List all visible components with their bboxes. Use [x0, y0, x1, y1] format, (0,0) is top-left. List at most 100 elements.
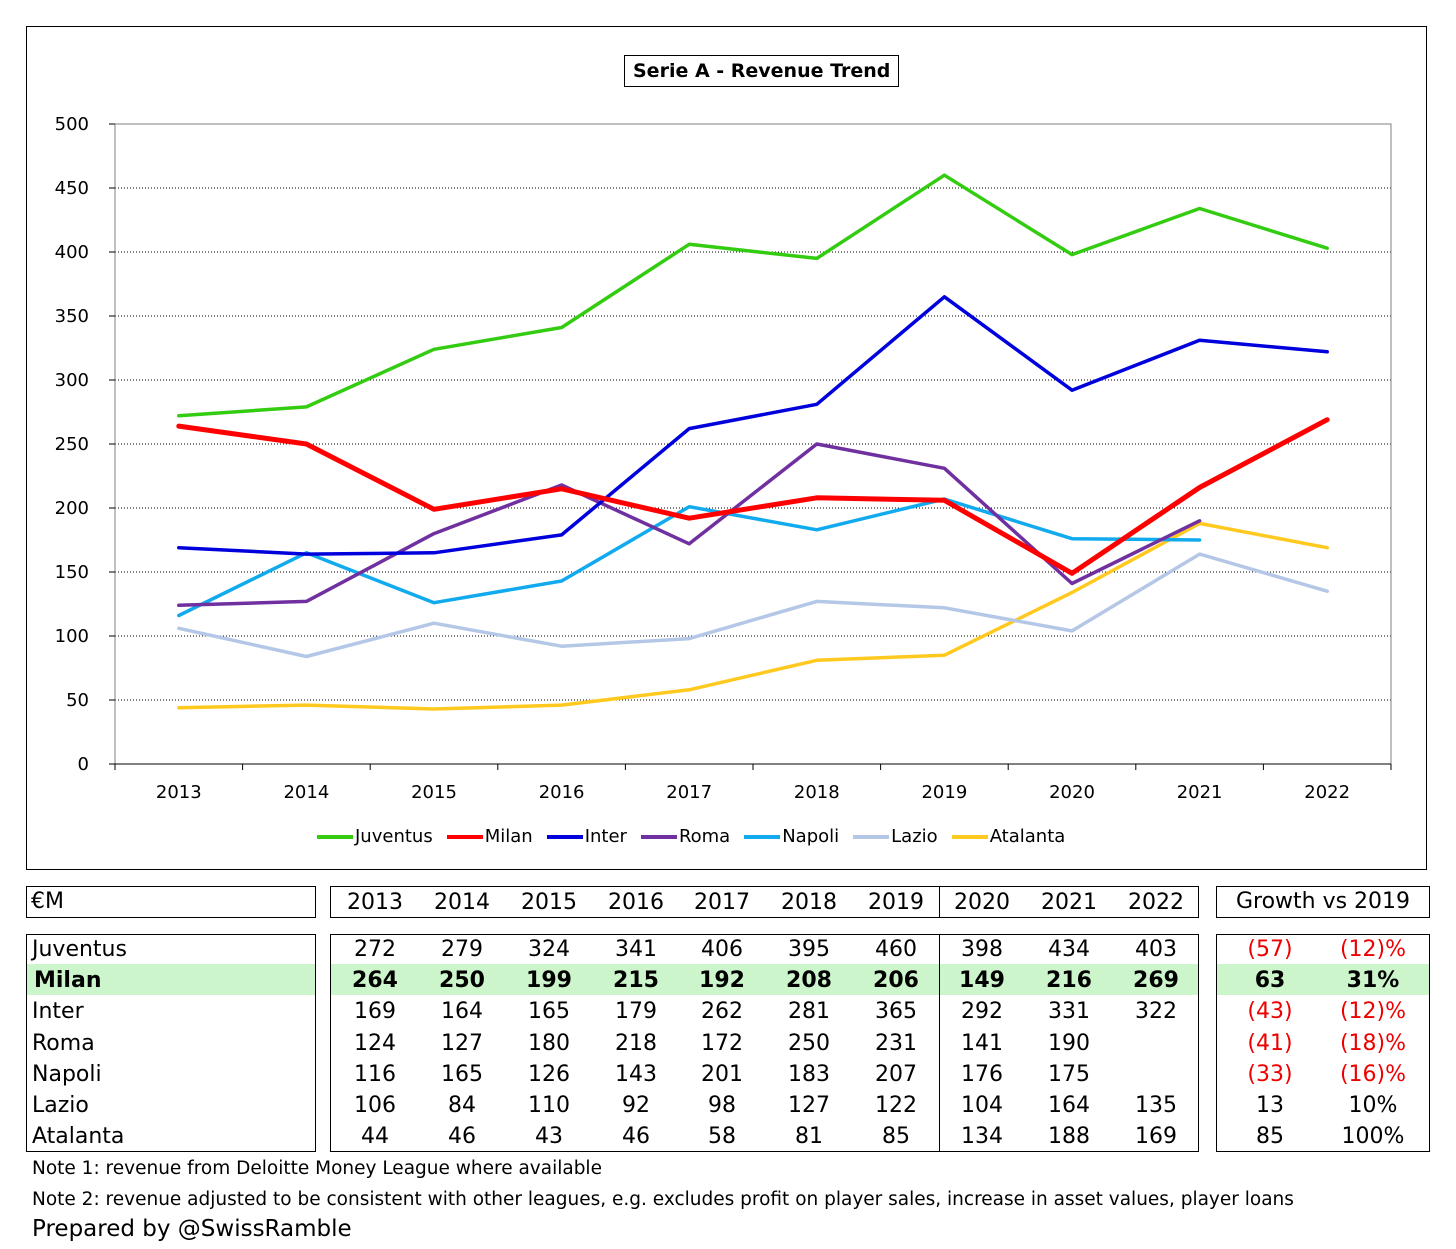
- revenue-cell: 175: [1048, 1061, 1090, 1087]
- revenue-cell: 434: [1048, 937, 1090, 962]
- y-tick-label: 500: [55, 114, 89, 135]
- revenue-cell: 272: [354, 937, 396, 962]
- legend-label: Inter: [584, 826, 627, 847]
- club-name: Napoli: [32, 1061, 102, 1087]
- legend-item-juventus: Juventus: [317, 826, 433, 847]
- revenue-2020-2022: [939, 934, 1199, 1152]
- series-line-milan: [176, 417, 1330, 576]
- x-tick-label: 2016: [539, 782, 585, 803]
- series-line-lazio: [177, 552, 1329, 659]
- legend-item-lazio: Lazio: [853, 826, 938, 847]
- legend-label: Juventus: [355, 826, 433, 847]
- year-header: 2018: [781, 890, 837, 915]
- y-tick-label: 50: [66, 690, 89, 711]
- legend-swatch: [853, 834, 890, 839]
- milan-row-highlight: [331, 964, 1198, 995]
- revenue-cell: 169: [1135, 1124, 1177, 1150]
- revenue-cell: 188: [1048, 1124, 1090, 1150]
- revenue-cell: 141: [961, 1030, 1003, 1056]
- y-tick-label: 0: [78, 754, 89, 775]
- legend-label: Napoli: [782, 826, 840, 847]
- milan-row-highlight: [1217, 964, 1429, 995]
- growth-abs-cell: (33): [1247, 1061, 1293, 1087]
- growth-abs-cell: 85: [1256, 1124, 1284, 1150]
- year-header: 2015: [521, 890, 577, 915]
- revenue-cell: 85: [882, 1124, 910, 1150]
- growth-pct-cell: 31%: [1346, 968, 1400, 994]
- revenue-cell: 231: [875, 1030, 917, 1056]
- y-tick-label: 450: [55, 178, 89, 199]
- revenue-cell: 165: [528, 999, 570, 1025]
- revenue-cell: 43: [535, 1124, 563, 1150]
- revenue-cell: 208: [786, 968, 832, 994]
- club-name: Inter: [32, 999, 84, 1025]
- revenue-cell: 190: [1048, 1030, 1090, 1056]
- growth-pct-cell: 10%: [1348, 1093, 1398, 1118]
- revenue-cell: 269: [1133, 968, 1179, 994]
- revenue-cell: 279: [441, 937, 483, 962]
- x-tick-label: 2015: [411, 782, 457, 803]
- legend-label: Roma: [678, 826, 731, 847]
- revenue-cell: 84: [448, 1093, 476, 1118]
- revenue-cell: 218: [615, 1030, 657, 1056]
- year-header: 2017: [694, 890, 750, 915]
- club-names-column: [26, 934, 316, 1152]
- revenue-cell: 169: [354, 999, 396, 1025]
- revenue-cell: 264: [352, 968, 398, 994]
- growth-pct-cell: 100%: [1341, 1124, 1405, 1150]
- revenue-cell: 149: [959, 968, 1005, 994]
- revenue-cell: 179: [615, 999, 657, 1025]
- growth-abs-cell: 13: [1256, 1093, 1284, 1118]
- revenue-cell: 127: [441, 1030, 483, 1056]
- milan-row-highlight: [27, 964, 315, 995]
- note-2: Note 2: revenue adjusted to be consisten…: [32, 1189, 1294, 1210]
- x-tick-label: 2013: [156, 782, 202, 803]
- revenue-cell: 172: [701, 1030, 743, 1056]
- legend-swatch: [744, 834, 781, 839]
- revenue-cell: 135: [1135, 1093, 1177, 1118]
- revenue-cell: 104: [961, 1093, 1003, 1118]
- revenue-cell: 403: [1135, 937, 1177, 962]
- legend-item-inter: Inter: [546, 826, 627, 847]
- y-tick-label: 350: [55, 306, 89, 327]
- legend-item-napoli: Napoli: [744, 826, 839, 847]
- revenue-cell: 215: [613, 968, 659, 994]
- legend-item-roma: Roma: [640, 826, 731, 847]
- x-tick-label: 2021: [1177, 782, 1223, 803]
- revenue-cell: 58: [708, 1124, 736, 1150]
- revenue-cell: 201: [701, 1061, 743, 1087]
- revenue-cell: 92: [622, 1093, 650, 1118]
- legend-swatch: [640, 834, 677, 839]
- series-line-inter: [177, 295, 1329, 556]
- revenue-cell: 164: [441, 999, 483, 1025]
- growth-abs-cell: (57): [1247, 937, 1293, 962]
- revenue-cell: 98: [708, 1093, 736, 1118]
- series-line-atalanta: [177, 521, 1329, 711]
- growth-abs-cell: (43): [1247, 999, 1293, 1025]
- legend-label: Atalanta: [989, 826, 1066, 847]
- revenue-cell: 292: [961, 999, 1003, 1025]
- growth-abs-cell: 63: [1254, 968, 1286, 994]
- note-1: Note 1: revenue from Deloitte Money Leag…: [32, 1158, 602, 1179]
- chart-title: Serie A - Revenue Trend: [624, 55, 900, 87]
- legend-swatch: [446, 834, 483, 839]
- year-header: 2019: [868, 890, 924, 915]
- year-header: 2022: [1128, 890, 1184, 915]
- revenue-cell: 110: [528, 1093, 570, 1118]
- revenue-cell: 206: [873, 968, 919, 994]
- revenue-cell: 324: [528, 937, 570, 962]
- credit-line: Prepared by @SwissRamble: [32, 1216, 352, 1242]
- revenue-cell: 262: [701, 999, 743, 1025]
- club-name: Milan: [34, 968, 102, 994]
- year-header: 2020: [954, 890, 1010, 915]
- year-header: 2013: [347, 890, 403, 915]
- revenue-cell: 460: [875, 937, 917, 962]
- revenue-cell: 44: [361, 1124, 389, 1150]
- series-line-napoli: [177, 497, 1202, 618]
- revenue-cell: 106: [354, 1093, 396, 1118]
- revenue-line-chart: 0 50 100 150 200 250 300 350 400 450 500 2013 2014 20…: [55, 114, 1392, 803]
- revenue-cell: 395: [788, 937, 830, 962]
- chart-panel: 0 50 100 150 200 250 300 350 400 450 500 2013 2014 20…: [26, 26, 1427, 870]
- revenue-cell: 406: [701, 937, 743, 962]
- revenue-cell: 398: [961, 937, 1003, 962]
